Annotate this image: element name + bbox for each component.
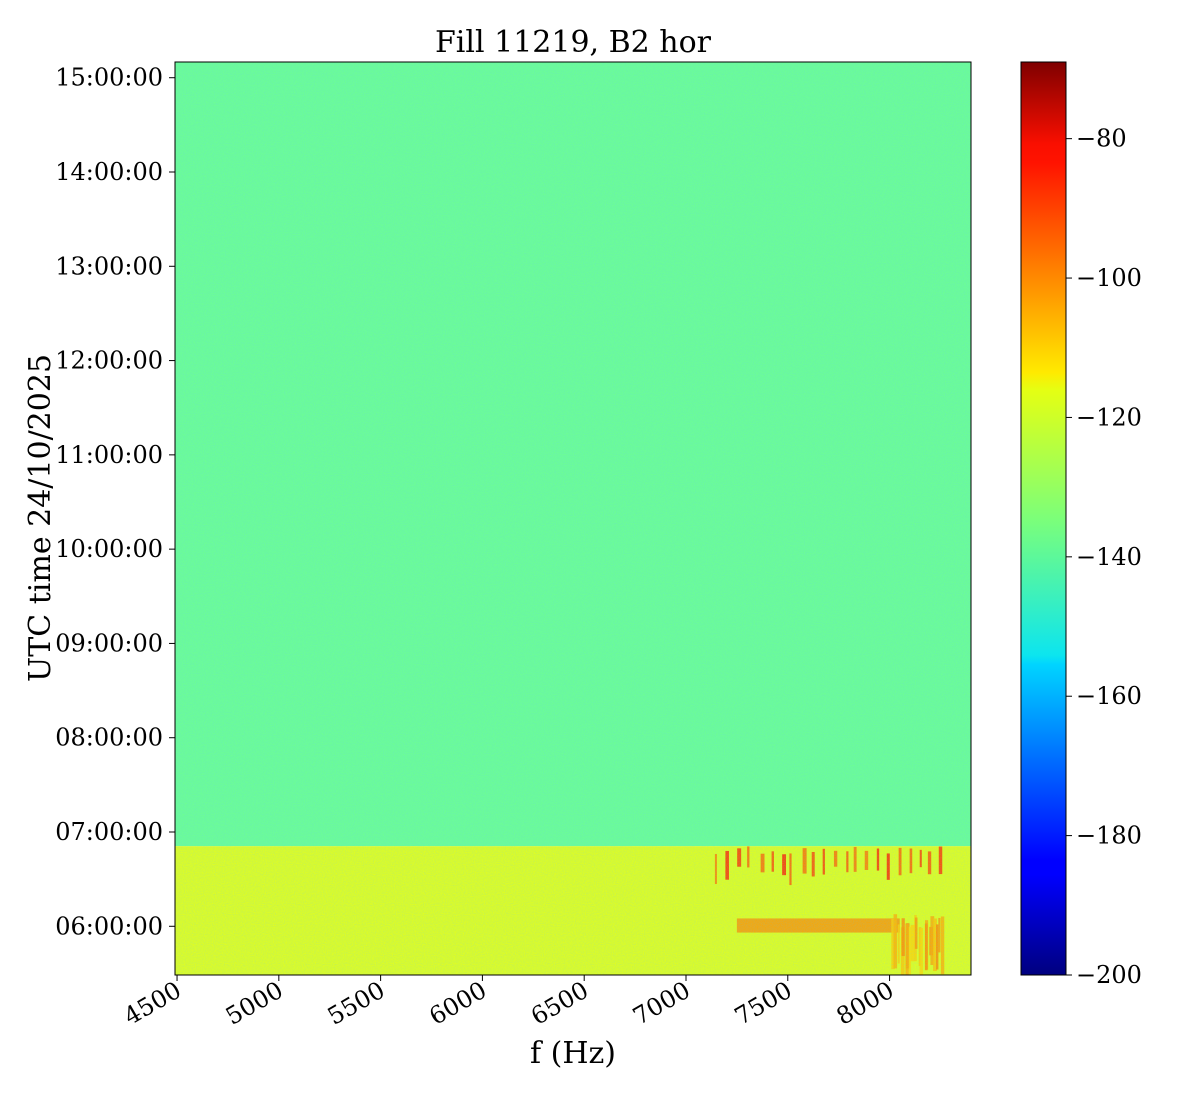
- colorbar-tick-label-5: −180: [1076, 822, 1142, 850]
- colorbar: −80 −100 −120 −140 −160 −180 −200: [1020, 61, 1142, 989]
- x-tick-label-4: 6500: [526, 976, 593, 1031]
- x-axis-label: f (Hz): [530, 1036, 616, 1071]
- plot-area: [174, 61, 972, 976]
- colorbar-tick-label-0: −80: [1076, 125, 1127, 153]
- y-tick-label-9: 15:00:00: [55, 64, 163, 92]
- y-tick-label-3: 09:00:00: [55, 629, 163, 657]
- x-tick-label-2: 5500: [323, 976, 390, 1031]
- chart-title: Fill 11219, B2 hor: [435, 25, 712, 60]
- y-tick-label-8: 14:00:00: [55, 158, 163, 186]
- x-tick-label-7: 8000: [832, 976, 899, 1031]
- colorbar-tick-label-3: −140: [1076, 543, 1142, 571]
- y-tick-label-5: 11:00:00: [55, 441, 163, 469]
- y-tick-label-1: 07:00:00: [55, 818, 163, 846]
- plot-frame: [174, 61, 972, 976]
- colorbar-gradient: [1021, 62, 1066, 975]
- y-tick-label-2: 08:00:00: [55, 724, 163, 752]
- colorbar-tick-label-4: −160: [1076, 682, 1142, 710]
- colorbar-ticks: −80 −100 −120 −140 −160 −180 −200: [1066, 125, 1142, 989]
- y-tick-label-0: 06:00:00: [55, 912, 163, 940]
- x-tick-label-5: 7000: [628, 976, 695, 1031]
- y-axis: 06:00:00 07:00:00 08:00:00 09:00:00 10:00:00…: [55, 64, 175, 940]
- y-tick-label-4: 10:00:00: [55, 535, 163, 563]
- heatmap-image: [175, 62, 971, 975]
- colorbar-tick-label-6: −200: [1076, 961, 1142, 989]
- colorbar-frame: [1020, 61, 1067, 976]
- x-axis: 4500 5000 5500 6000 6500 7000 7500 8000: [119, 975, 899, 1031]
- x-tick-label-0: 4500: [119, 976, 186, 1031]
- y-tick-label-6: 12:00:00: [55, 347, 163, 375]
- x-tick-label-6: 7500: [730, 976, 797, 1031]
- y-tick-label-7: 13:00:00: [55, 252, 163, 280]
- y-axis-label: UTC time 24/10/2025: [23, 354, 58, 682]
- x-tick-label-1: 5000: [221, 976, 288, 1031]
- colorbar-tick-label-1: −100: [1076, 264, 1142, 292]
- colorbar-tick-label-2: −120: [1076, 403, 1142, 431]
- x-tick-label-3: 6000: [425, 976, 492, 1031]
- heatmap-noise-texture: [175, 62, 971, 975]
